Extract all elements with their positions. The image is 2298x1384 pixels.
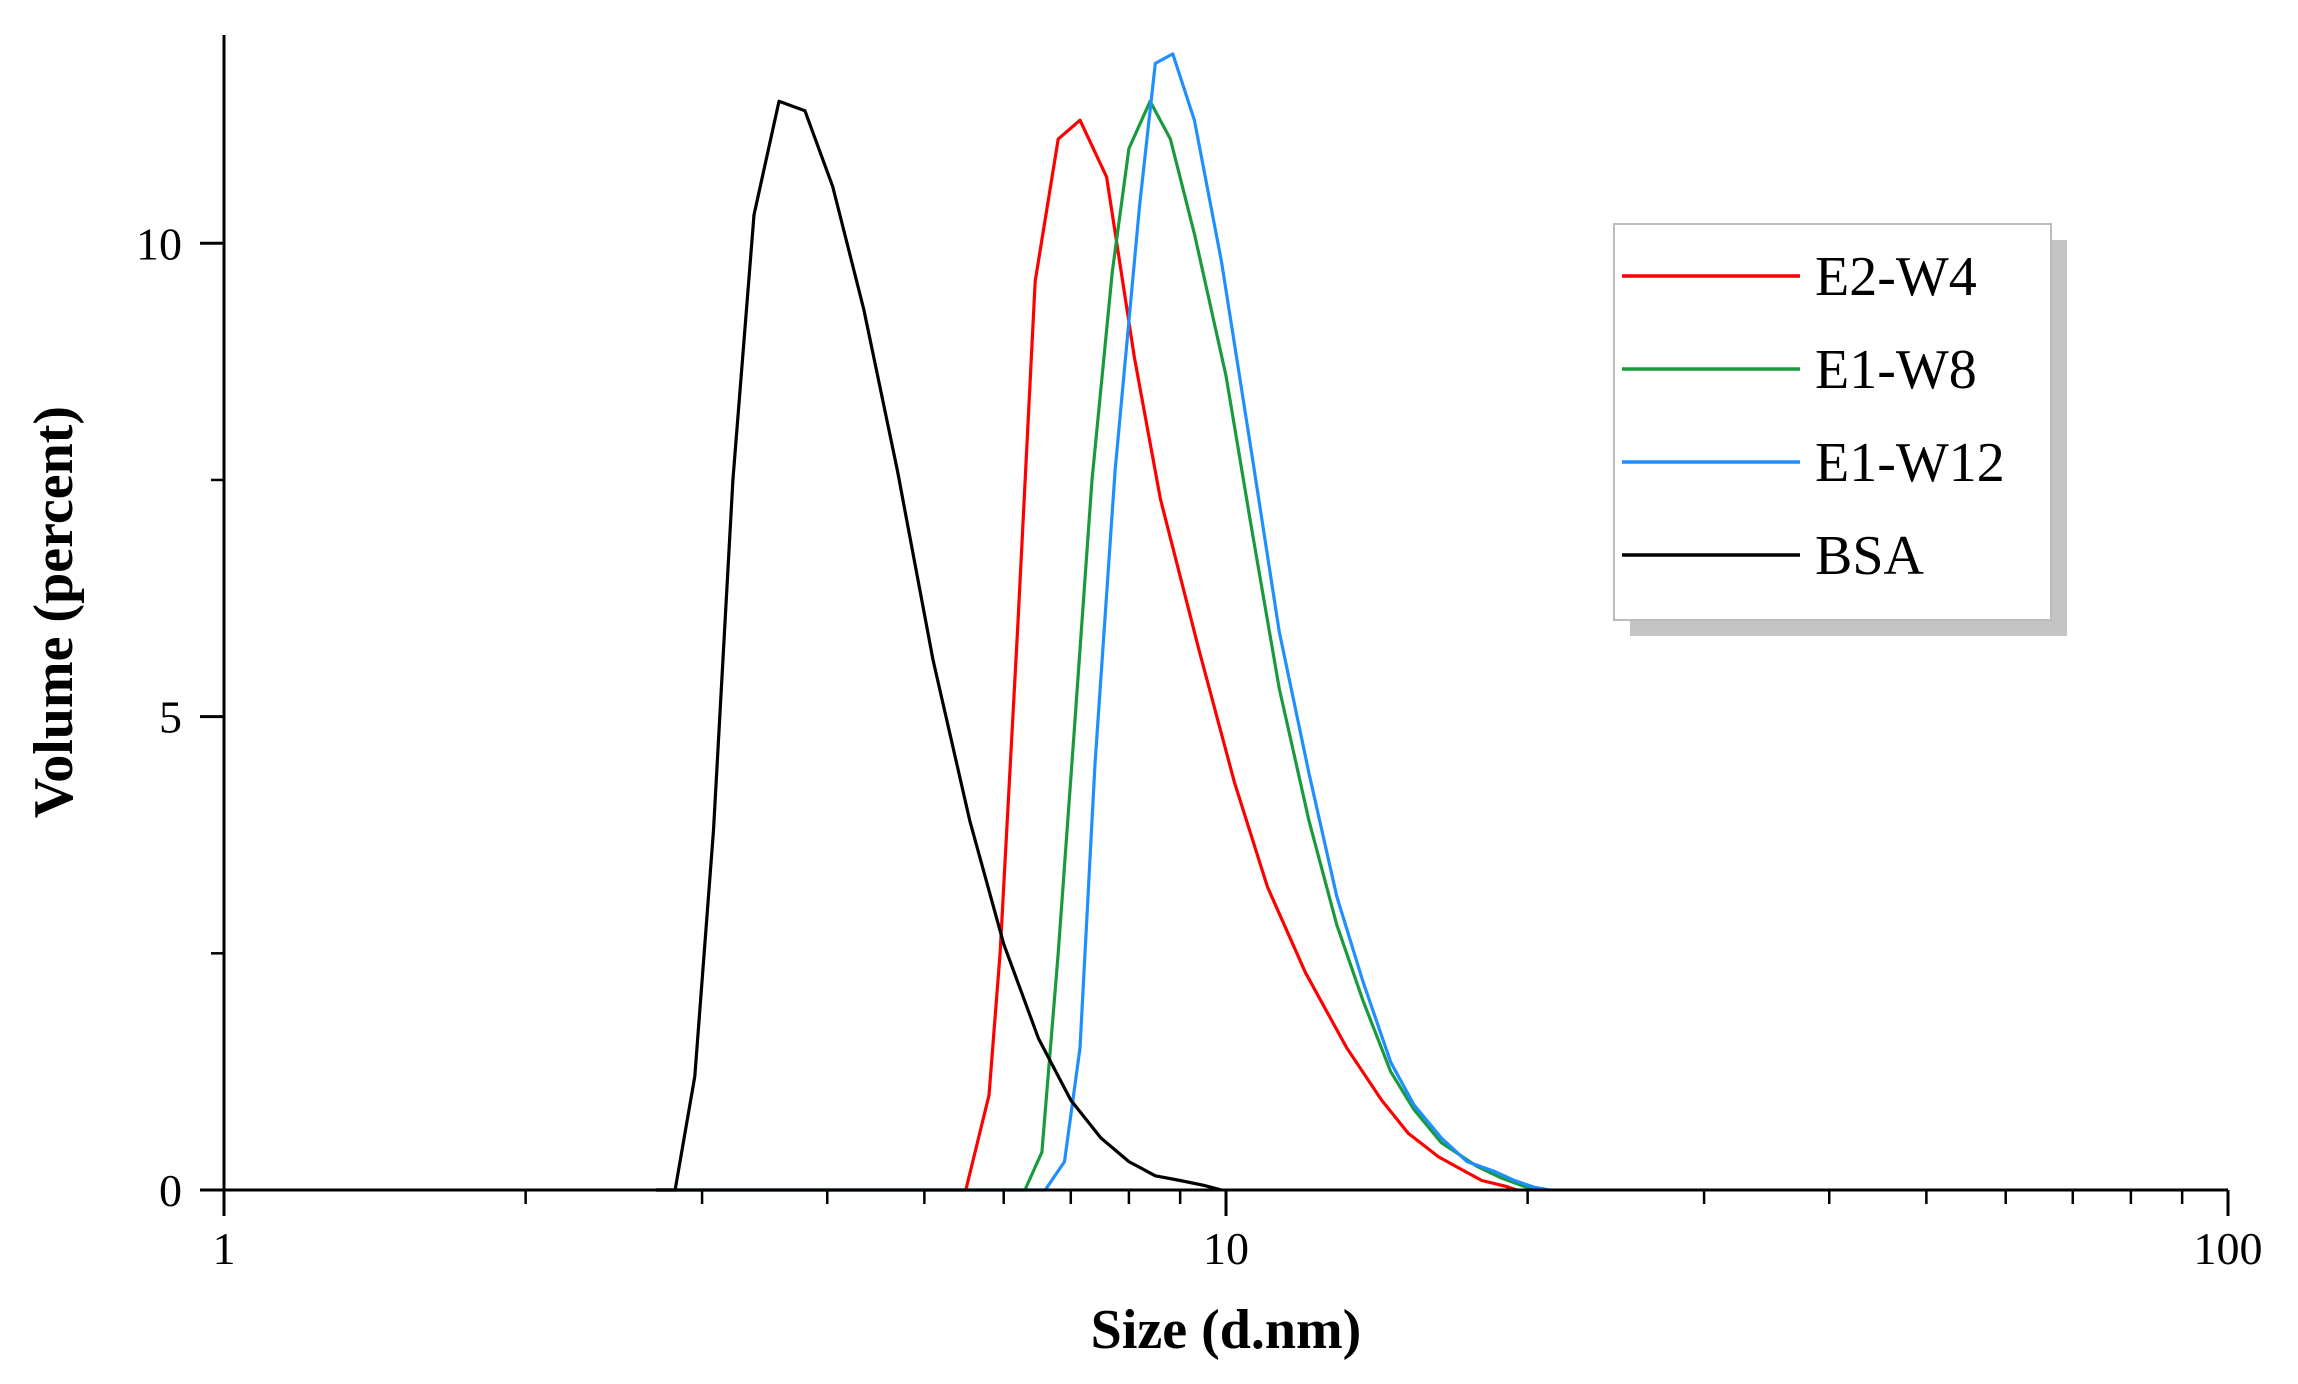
legend-label-e2-w4: E2-W4 [1815,246,1977,308]
legend: E2-W4 E1-W8 E1-W12 BSA [1613,223,2067,636]
legend-label-e1-w12: E1-W12 [1815,432,2005,494]
plot-lines [656,52,1550,1192]
legend-label-bsa: BSA [1815,525,1924,587]
y-axis-title: Volume (percent) [23,406,85,818]
y-tick-label: 0 [159,1165,182,1216]
legend-label-e1-w8: E1-W8 [1815,339,1977,401]
y-ticks: 0 5 10 [136,218,224,1216]
y-tick-label: 5 [159,692,182,743]
y-tick-label: 10 [136,218,182,269]
legend-entries: E2-W4 E1-W8 E1-W12 BSA [1622,246,2005,587]
x-tick-label: 100 [2194,1223,2263,1274]
x-tick-label: 1 [213,1223,236,1274]
x-axis-title: Size (d.nm) [1091,1299,1362,1361]
x-tick-label: 10 [1203,1223,1249,1274]
series-line-bsa [656,99,1223,1192]
series-line-e1-w8 [656,99,1537,1192]
series-line-e2-w4 [656,118,1518,1192]
x-ticks: 1 10 100 [213,1190,2263,1274]
series-line-e1-w12 [656,52,1550,1192]
